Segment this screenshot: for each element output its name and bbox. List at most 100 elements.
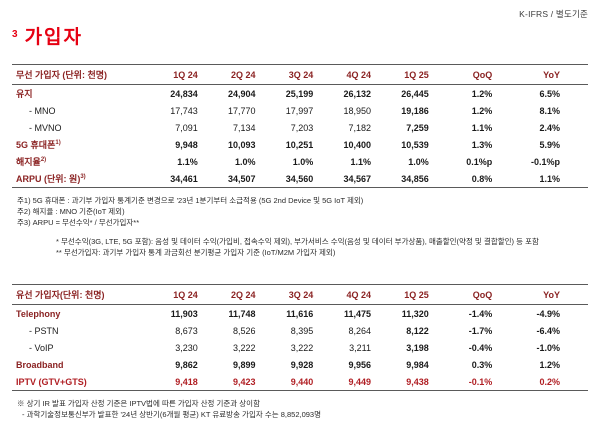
- cell-value: 11,748: [228, 308, 256, 319]
- table-row: - VoIP 3,230 3,222 3,222 3,211 3,198 -0.4% -1.0…: [12, 339, 588, 356]
- cell-value: 24,904: [227, 88, 256, 99]
- column-header: QoQ: [472, 69, 493, 80]
- cell-value: 34,567: [343, 173, 371, 184]
- footnote-ref: 1): [55, 140, 61, 146]
- row-label: - PSTN: [29, 325, 59, 336]
- footnote-line: 주2) 해지율 : MNO 기준(IoT 제외): [17, 207, 125, 216]
- footnote-ref: 2): [40, 157, 47, 163]
- cell-value: 10,093: [227, 139, 256, 150]
- cell-value: 3,198: [406, 342, 429, 353]
- wireline-subscribers-table: 유선 가입자(단위: 천명) 1Q 24 2Q 24 3Q 24 4Q 24 1Q 25 Q…: [12, 284, 588, 391]
- column-header: QoQ: [472, 289, 493, 300]
- cell-value: 19,186: [401, 105, 429, 116]
- column-header: 1Q 25: [404, 69, 429, 80]
- footnote-line: ※ 상기 IR 발표 가입자 산정 기준은 IPTV법에 따른 가입자 산정 기…: [17, 399, 260, 408]
- cell-value: 9,449: [348, 376, 371, 387]
- cell-value: 9,899: [232, 359, 256, 370]
- cell-value: 34,507: [227, 173, 256, 184]
- cell-value: 3,222: [290, 342, 314, 353]
- footnote-line: - 과학기술정보통신부가 발표한 '24년 상반기(6개월 평균) KT 유료방…: [22, 410, 321, 419]
- cell-value: 6.5%: [539, 88, 560, 99]
- wireless-subscribers-table: 무선 가입자 (단위: 천명) 1Q 24 2Q 24 3Q 24 4Q 24 1Q 25…: [12, 64, 588, 188]
- column-header: 2Q 24: [230, 69, 256, 80]
- table-row: 유지 24,834 24,904 25,199 26,132 26,445 1.2% 6.5%: [12, 85, 588, 102]
- cell-value: 34,856: [401, 173, 429, 184]
- cell-value: 34,560: [285, 173, 314, 184]
- table-header-row: 무선 가입자 (단위: 천명) 1Q 24 2Q 24 3Q 24 4Q 24 1Q 25…: [12, 64, 588, 85]
- cell-value: 11,320: [401, 308, 429, 319]
- cell-value: 17,743: [170, 105, 198, 116]
- cell-value: -0.1%p: [530, 156, 560, 167]
- table-row: ARPU (단위: 원)3) 34,461 34,507 34,560 34,567 34…: [12, 170, 588, 187]
- cell-value: 25,199: [285, 88, 314, 99]
- cell-value: 7,203: [290, 122, 314, 133]
- cell-value: 11,475: [343, 308, 371, 319]
- cell-value: 34,461: [170, 173, 198, 184]
- footnote-line: 주1) 5G 휴대폰 : 과기부 가입자 통계기준 변경으로 '23년 1분기부…: [17, 196, 364, 205]
- cell-value: 1.2%: [471, 105, 493, 116]
- cell-value: 1.2%: [471, 88, 493, 99]
- cell-value: 26,132: [343, 88, 371, 99]
- cell-value: 10,400: [343, 139, 371, 150]
- cell-value: 8,526: [232, 325, 256, 336]
- footnote-line: 주3) ARPU = 무선수익* / 무선가입자**: [17, 218, 140, 227]
- cell-value: 18,950: [343, 105, 371, 116]
- cell-value: -4.9%: [536, 308, 560, 319]
- column-header: 1Q 24: [173, 289, 198, 300]
- cell-value: 17,997: [285, 105, 314, 116]
- cell-value: 1.0%: [234, 156, 256, 167]
- table-title: 무선 가입자 (단위: 천명): [16, 70, 108, 80]
- cell-value: 9,440: [290, 376, 314, 387]
- cell-value: 3,222: [232, 342, 256, 353]
- cell-value: -6.4%: [536, 325, 560, 336]
- row-label: - MVNO: [29, 122, 62, 133]
- row-label: 5G 휴대폰1): [16, 140, 61, 150]
- cell-value: 9,928: [290, 359, 314, 370]
- column-header: 1Q 24: [173, 69, 198, 80]
- cell-value: 1.0%: [408, 156, 429, 167]
- cell-value: 7,134: [232, 122, 256, 133]
- table-row: - MNO 17,743 17,770 17,997 18,950 19,186 1.2% 8…: [12, 102, 588, 119]
- row-label: 해지율2): [16, 157, 47, 167]
- wireless-footnotes: 주1) 5G 휴대폰 : 과기부 가입자 통계기준 변경으로 '23년 1분기부…: [12, 195, 588, 258]
- cell-value: 7,091: [175, 122, 198, 133]
- cell-value: 1.1%: [539, 173, 560, 184]
- cell-value: 0.2%: [539, 376, 560, 387]
- column-header: 2Q 24: [230, 289, 256, 300]
- cell-value: -1.7%: [468, 325, 493, 336]
- table-header-row: 유선 가입자(단위: 천명) 1Q 24 2Q 24 3Q 24 4Q 24 1Q 25 Q…: [12, 284, 588, 305]
- cell-value: 9,948: [175, 139, 198, 150]
- row-label: Broadband: [16, 359, 64, 370]
- cell-value: 10,251: [285, 139, 314, 150]
- cell-value: -0.4%: [468, 342, 493, 353]
- accounting-standard-label: K-IFRS / 별도기준: [519, 9, 588, 19]
- column-header: 1Q 25: [404, 289, 429, 300]
- cell-value: 9,438: [406, 376, 429, 387]
- cell-value: 1.1%: [471, 122, 493, 133]
- footnote-ref: 3): [80, 174, 86, 180]
- column-header: YoY: [543, 69, 560, 80]
- cell-value: 9,862: [175, 359, 198, 370]
- row-label: 유지: [16, 89, 33, 99]
- cell-value: -1.4%: [468, 308, 493, 319]
- cell-value: 1.2%: [539, 359, 560, 370]
- cell-value: 24,834: [170, 88, 198, 99]
- cell-value: 9,418: [175, 376, 198, 387]
- cell-value: 3,230: [175, 342, 198, 353]
- cell-value: 8,122: [406, 325, 429, 336]
- row-label: Telephony: [16, 308, 61, 319]
- cell-value: 10,539: [401, 139, 429, 150]
- page-title: 3 가입자: [12, 22, 588, 49]
- cell-value: 8,395: [290, 325, 314, 336]
- table-row: IPTV (GTV+GTS) 9,418 9,423 9,440 9,449 9,438 -…: [12, 373, 588, 390]
- cell-value: 7,259: [406, 122, 429, 133]
- cell-value: 17,770: [227, 105, 256, 116]
- cell-value: 7,182: [348, 122, 371, 133]
- cell-value: 9,984: [406, 359, 429, 370]
- cell-value: 8.1%: [539, 105, 560, 116]
- column-header: 4Q 24: [346, 69, 371, 80]
- wireline-footnotes: ※ 상기 IR 발표 가입자 산정 기준은 IPTV법에 따른 가입자 산정 기…: [12, 398, 588, 420]
- table-row: Broadband 9,862 9,899 9,928 9,956 9,984 0.3% 1.…: [12, 356, 588, 373]
- table-row: - MVNO 7,091 7,134 7,203 7,182 7,259 1.1% 2.4%: [12, 119, 588, 136]
